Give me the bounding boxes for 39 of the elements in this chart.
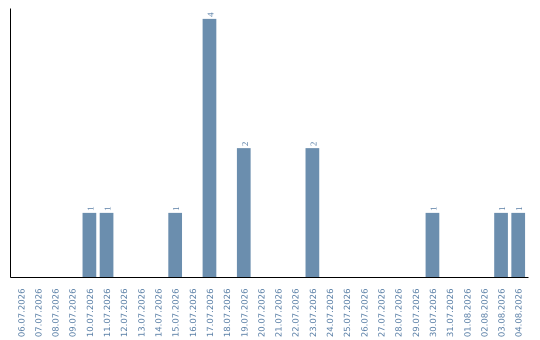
x-tick-label: 11.07.2026 (103, 288, 114, 338)
x-tick-label: 06.07.2026 (17, 288, 28, 338)
x-tick-label: 26.07.2026 (360, 288, 370, 338)
data-label: 1 (171, 206, 182, 211)
x-tick-label: 31.07.2026 (446, 288, 456, 338)
x-tick-label: 21.07.2026 (274, 288, 285, 338)
x-tick-label: 19.07.2026 (240, 288, 250, 338)
x-tick-label: 29.07.2026 (412, 288, 422, 338)
x-tick-label: 14.07.2026 (154, 288, 165, 338)
x-tick-label: 17.07.2026 (206, 288, 216, 338)
x-tick-label: 02.08.2026 (480, 288, 490, 338)
data-label: 1 (497, 206, 508, 211)
data-label: 1 (514, 206, 524, 211)
x-tick-label: 01.08.2026 (463, 288, 474, 338)
x-tick-label: 23.07.2026 (308, 288, 319, 338)
x-tick-label: 20.07.2026 (257, 288, 268, 338)
x-tick-label: 04.08.2026 (514, 288, 525, 338)
x-tick-label: 15.07.2026 (172, 288, 182, 338)
x-tick-label: 30.07.2026 (428, 288, 439, 338)
x-tick-label: 09.07.2026 (68, 288, 79, 338)
data-label: 1 (102, 206, 113, 211)
x-tick-label: 24.07.2026 (326, 288, 336, 338)
x-tick-label: 18.07.2026 (223, 288, 234, 338)
x-tick-label: 08.07.2026 (52, 288, 62, 338)
data-label: 1 (85, 206, 96, 211)
data-label: 1 (428, 206, 438, 211)
x-tick-label: 28.07.2026 (394, 288, 405, 338)
x-tick-label: 03.08.2026 (498, 288, 508, 338)
x-tick-label: 10.07.2026 (86, 288, 96, 338)
x-tick-label: 12.07.2026 (120, 288, 130, 338)
x-tick-label: 25.07.2026 (343, 288, 354, 338)
x-tick-label: 22.07.2026 (292, 288, 302, 338)
data-label: 4 (205, 12, 216, 17)
x-tick-label: 16.07.2026 (188, 288, 199, 338)
x-tick-label: 13.07.2026 (137, 288, 148, 338)
x-tick-label: 07.07.2026 (34, 288, 44, 338)
data-label: 2 (240, 142, 250, 146)
x-tick-label: 27.07.2026 (377, 288, 388, 338)
data-label: 2 (308, 142, 318, 146)
